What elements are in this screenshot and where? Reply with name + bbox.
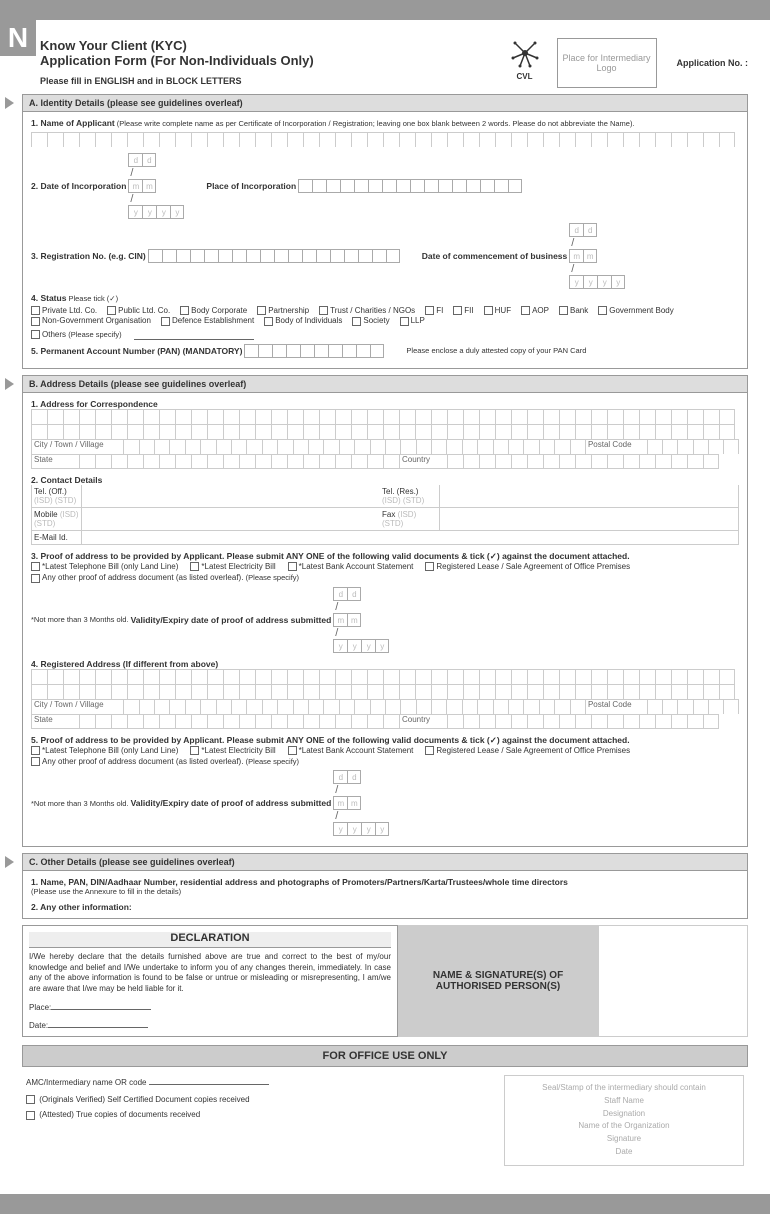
proof1-label: 3. Proof of address to be provided by Ap… bbox=[31, 551, 739, 562]
proof1-options[interactable]: *Latest Telephone Bill (only Land Line)*… bbox=[31, 562, 739, 583]
regno-boxes[interactable] bbox=[148, 249, 400, 263]
name-boxes[interactable] bbox=[31, 132, 739, 147]
cvl-logo: CVL bbox=[505, 38, 545, 81]
status-label: 4. Status bbox=[31, 293, 66, 303]
attested-checkbox[interactable] bbox=[26, 1111, 35, 1120]
regno-label: 3. Registration No. (e.g. CIN) bbox=[31, 251, 146, 261]
section-a-header: A. Identity Details (please see guidelin… bbox=[22, 94, 748, 112]
pan-label: 5. Permanent Account Number (PAN) (MANDA… bbox=[31, 346, 242, 356]
application-no-label: Application No. : bbox=[677, 58, 749, 68]
seal-box: Seal/Stamp of the intermediary should co… bbox=[504, 1075, 744, 1166]
contact-label: 2. Contact Details bbox=[31, 475, 739, 485]
form-title: Know Your Client (KYC) bbox=[40, 38, 314, 53]
status-options[interactable]: Private Ltd. Co.Public Ltd. Co.Body Corp… bbox=[31, 305, 739, 326]
doi-label: 2. Date of Incorporation bbox=[31, 181, 126, 191]
declaration-block: DECLARATION I/We hereby declare that the… bbox=[22, 925, 748, 1037]
header: Know Your Client (KYC) Application Form … bbox=[22, 38, 748, 88]
proof2-options[interactable]: *Latest Telephone Bill (only Land Line)*… bbox=[31, 746, 739, 767]
amc-field[interactable] bbox=[149, 1075, 269, 1085]
other-info-label: 2. Any other information: bbox=[31, 902, 739, 912]
docb-label: Date of commencement of business bbox=[422, 251, 567, 261]
n-badge: N bbox=[0, 20, 36, 56]
addr-grid[interactable]: City / Town / VillagePostal CodeStateCou… bbox=[31, 409, 739, 469]
office-header: FOR OFFICE USE ONLY bbox=[22, 1045, 748, 1067]
addr-corr-label: 1. Address for Correspondence bbox=[31, 399, 739, 409]
name-label: 1. Name of Applicant bbox=[31, 118, 115, 128]
promoters-label: 1. Name, PAN, DIN/Aadhaar Number, reside… bbox=[31, 877, 739, 887]
signature-box[interactable]: NAME & SIGNATURE(S) OF AUTHORISED PERSON… bbox=[398, 925, 598, 1037]
kyc-form: N Know Your Client (KYC) Application For… bbox=[0, 20, 770, 1194]
proof2-label: 5. Proof of address to be provided by Ap… bbox=[31, 735, 739, 746]
email-row[interactable]: E-Mail Id. bbox=[31, 531, 739, 545]
stamp-box-top bbox=[598, 925, 748, 1037]
section-a-body: 1. Name of Applicant (Please write compl… bbox=[22, 112, 748, 369]
declaration-text: I/We hereby declare that the details fur… bbox=[29, 952, 391, 994]
date-field[interactable] bbox=[48, 1018, 148, 1028]
poi-boxes[interactable] bbox=[298, 179, 522, 193]
tel-row[interactable]: Tel. (Off.) (ISD) (STD)Tel. (Res.) (ISD)… bbox=[31, 485, 739, 508]
reg-addr-grid[interactable]: City / Town / VillagePostal CodeStateCou… bbox=[31, 669, 739, 729]
form-subtitle: Application Form (For Non-Individuals On… bbox=[40, 53, 314, 68]
doi-boxes[interactable]: dd/mm/yyyy bbox=[128, 153, 184, 219]
section-c-body: 1. Name, PAN, DIN/Aadhaar Number, reside… bbox=[22, 871, 748, 919]
section-c-header: C. Other Details (please see guidelines … bbox=[22, 853, 748, 871]
reg-addr-label: 4. Registered Address (If different from… bbox=[31, 659, 739, 669]
instruction: Please fill in ENGLISH and in BLOCK LETT… bbox=[40, 76, 314, 86]
mobile-row[interactable]: Mobile (ISD) (STD)Fax (ISD) (STD) bbox=[31, 508, 739, 531]
section-b-header: B. Address Details (please see guideline… bbox=[22, 375, 748, 393]
place-field[interactable] bbox=[51, 1000, 151, 1010]
validity2-boxes[interactable]: dd/mm/yyyy bbox=[333, 770, 389, 836]
declaration-title: DECLARATION bbox=[29, 932, 391, 948]
section-b-body: 1. Address for Correspondence City / Tow… bbox=[22, 393, 748, 848]
poi-label: Place of Incorporation bbox=[206, 181, 296, 191]
docb-boxes[interactable]: dd/mm/yyyy bbox=[569, 223, 625, 289]
validity1-boxes[interactable]: dd/mm/yyyy bbox=[333, 587, 389, 653]
pan-boxes[interactable] bbox=[244, 344, 384, 358]
office-body: AMC/Intermediary name OR code (Originals… bbox=[22, 1067, 748, 1174]
intermediary-logo-placeholder: Place for Intermediary Logo bbox=[557, 38, 657, 88]
originals-checkbox[interactable] bbox=[26, 1095, 35, 1104]
